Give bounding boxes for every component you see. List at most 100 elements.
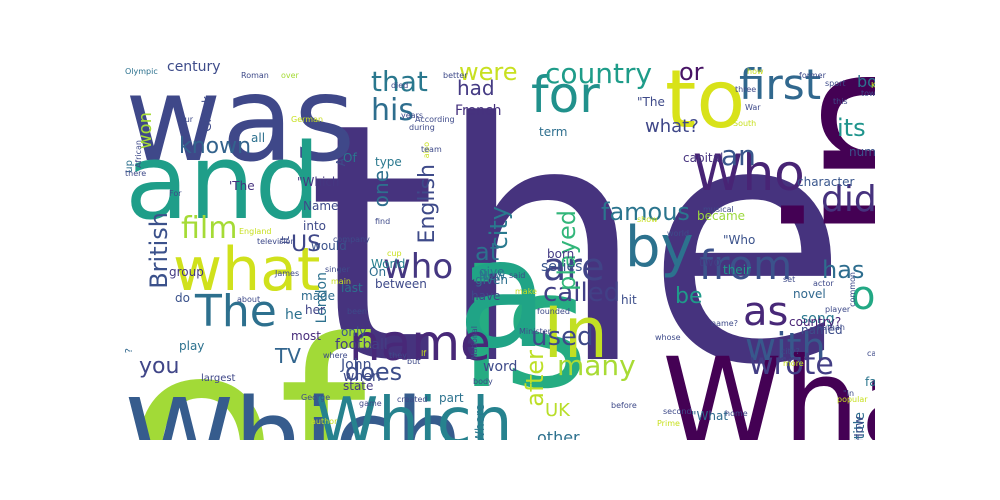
word-to: to: [665, 60, 746, 146]
word-are: are: [543, 245, 605, 289]
word-hit: hit: [621, 293, 637, 307]
word-last: last: [341, 281, 363, 295]
word-the: the: [307, 60, 849, 437]
word-who: "Who: [723, 233, 756, 247]
word-series: series: [541, 259, 583, 275]
word-was: was: [125, 60, 356, 188]
word-you: you: [139, 354, 180, 379]
word-do: do: [175, 291, 190, 305]
word-over: over: [281, 71, 299, 80]
word-as: as: [743, 289, 789, 335]
word-after: after: [521, 350, 549, 407]
word-minister: Minister: [519, 327, 551, 336]
word-by: by: [625, 215, 694, 280]
word-famous: famous: [601, 198, 690, 226]
word-find: find: [375, 217, 391, 226]
word-whose: whose: [655, 333, 681, 342]
word-george: George: [301, 393, 331, 402]
word-been: been: [347, 307, 367, 316]
word-type: type: [375, 155, 402, 169]
word-which: Which: [315, 385, 513, 440]
word-second: second: [663, 407, 692, 416]
word-country: country: [545, 60, 653, 90]
word-one: one: [369, 170, 393, 208]
word-who: Who: [693, 144, 805, 202]
word-for: For: [169, 189, 182, 198]
word-have: have: [471, 289, 501, 303]
word-term: term: [539, 125, 568, 139]
word-can: can: [867, 349, 875, 358]
word-there: there: [125, 169, 147, 178]
word-human: human: [817, 323, 845, 332]
word-french: French: [455, 103, 502, 119]
word-popular: popular: [837, 395, 868, 404]
word-during: during: [409, 123, 435, 132]
word-in: In: [543, 292, 609, 374]
word-capital: capital: [683, 151, 724, 165]
word-common: common: [848, 272, 857, 307]
word-in: "In: [843, 389, 855, 398]
word-its: its: [837, 114, 866, 142]
word-what: what?: [645, 116, 699, 137]
word-four: four: [177, 115, 194, 124]
word-on: On: [369, 265, 387, 279]
word-other: other: [537, 428, 580, 441]
word-part: part: [439, 391, 464, 405]
word-player: player: [825, 305, 851, 314]
word-his: his: [371, 93, 414, 128]
word-when: when: [343, 369, 381, 385]
word-only: only: [341, 325, 367, 339]
word-the: "The: [637, 95, 665, 109]
word-give: give: [479, 265, 505, 279]
word-how: how: [747, 67, 764, 76]
word-town: town: [861, 89, 875, 98]
word-war: War: [745, 103, 761, 112]
word-better: better: [443, 71, 468, 80]
word-called: called: [543, 278, 621, 308]
word-first: first: [739, 60, 822, 109]
word-roman: Roman: [241, 71, 269, 80]
word-a: a: [457, 208, 549, 382]
word-musical: musical: [703, 205, 734, 214]
word-television: television: [257, 237, 296, 246]
word-new: New: [479, 269, 506, 283]
word-world: world: [667, 229, 690, 238]
word-does: does: [345, 358, 403, 386]
word-if: If: [421, 349, 427, 358]
word-before: before: [611, 401, 637, 410]
word-what: What: [662, 332, 875, 440]
word-named: named: [801, 323, 843, 337]
word-but: but: [407, 357, 421, 366]
word-wrote: wrote: [749, 347, 834, 382]
word-who: who: [383, 247, 454, 287]
word-would: would: [311, 239, 347, 253]
word-according: According: [415, 115, 455, 124]
word-he: he: [285, 307, 303, 323]
word-her: her: [305, 303, 325, 317]
word-about: about: [237, 295, 261, 304]
word-german: German: [291, 115, 324, 124]
word-city: city?: [781, 347, 800, 356]
word-author: author: [311, 417, 338, 426]
word-john: John: [341, 357, 372, 373]
word-tv: TV: [275, 344, 301, 368]
word-group: group: [169, 265, 204, 279]
word-used: used: [531, 322, 594, 352]
word-novel: novel: [793, 287, 826, 301]
word-the: The: [195, 286, 277, 337]
word-state: state: [343, 379, 374, 393]
word-with: with: [745, 325, 826, 369]
word-years: years: [401, 111, 424, 120]
word-century: century: [167, 60, 221, 75]
word-king: King: [871, 81, 875, 90]
word-name: name?: [711, 319, 738, 328]
word-cup: cup: [387, 249, 402, 258]
word-prime: Prime: [657, 419, 680, 428]
word-from: from: [699, 243, 793, 289]
word-between: between: [375, 277, 427, 291]
word-all: all: [251, 131, 266, 145]
word-said: said: [509, 271, 526, 280]
word-name: Name: [303, 199, 339, 213]
word-former: former: [799, 71, 826, 80]
word-city: city: [485, 206, 513, 250]
